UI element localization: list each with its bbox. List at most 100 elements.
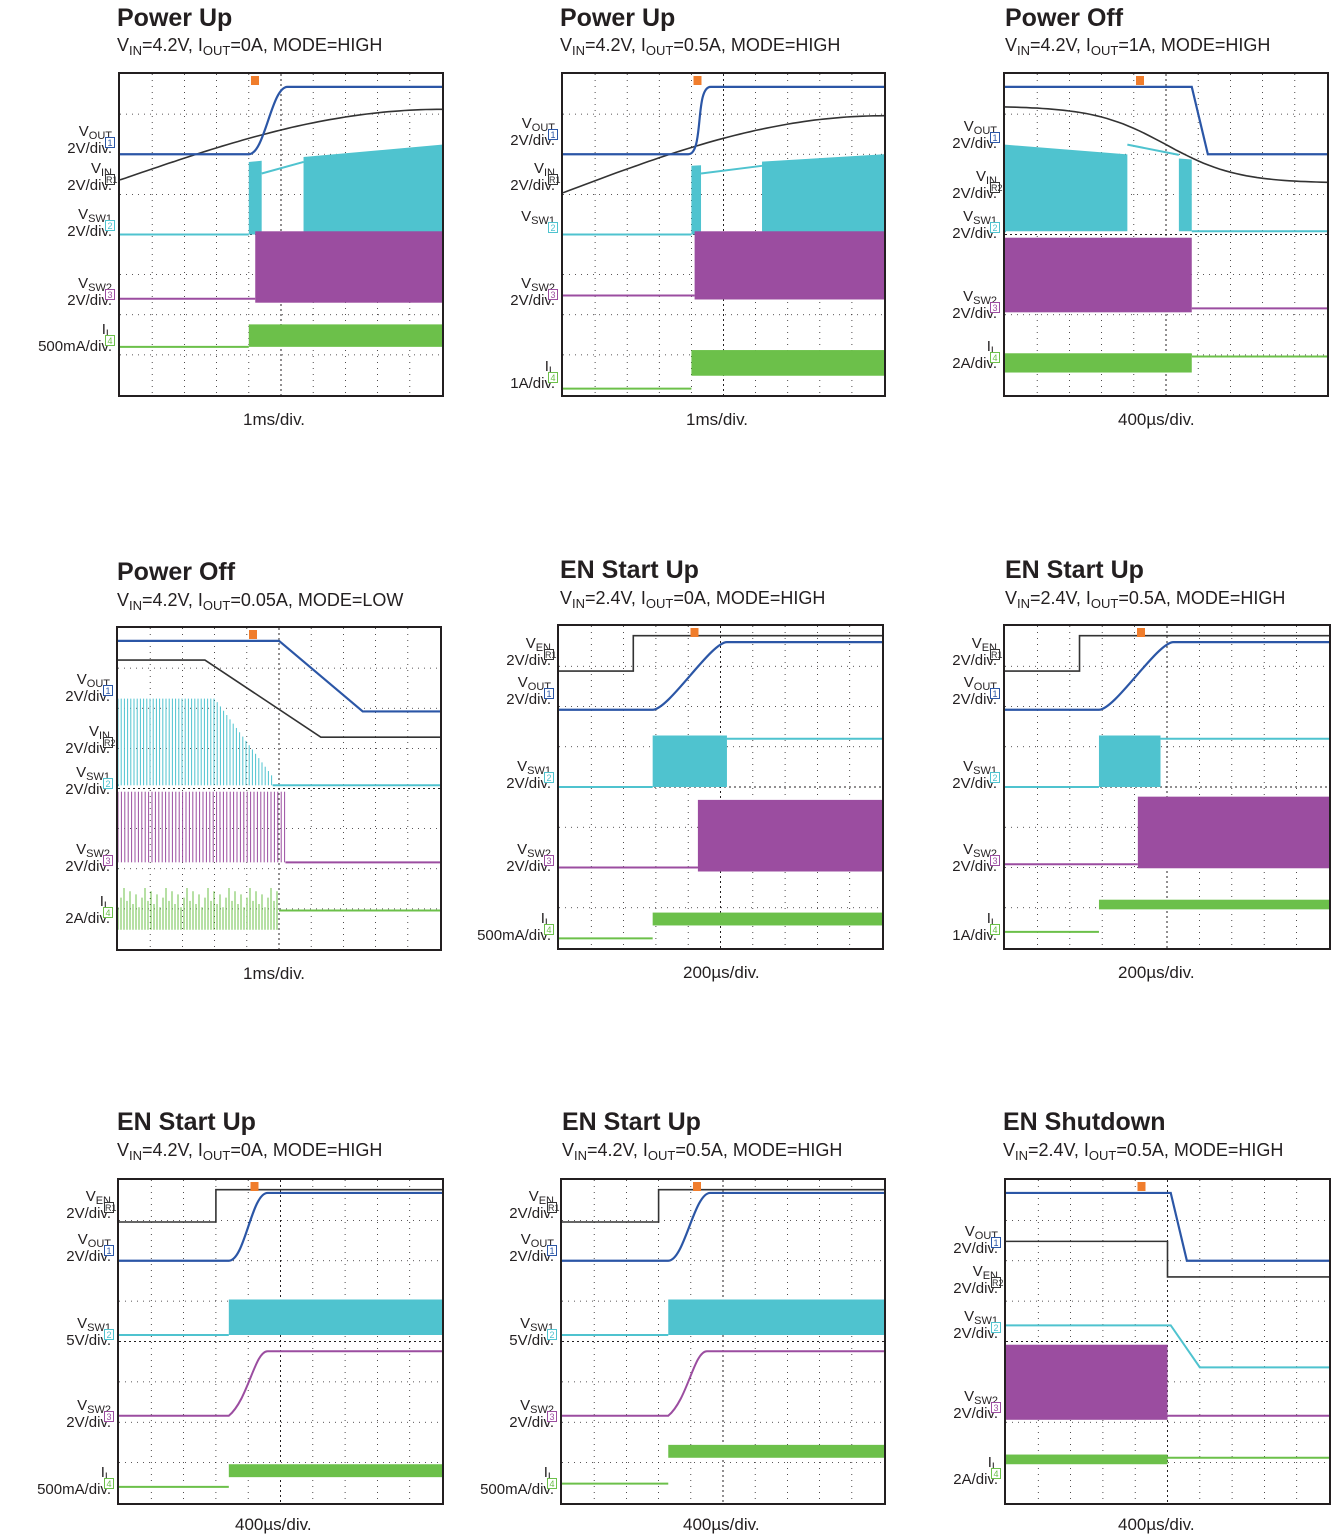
trigger-marker [249, 630, 257, 639]
cond-text: =4.2V, I [585, 35, 646, 55]
cond-text: V [117, 1140, 130, 1160]
panel-conditions: VIN=4.2V, IOUT=1A, MODE=HIGH [1005, 35, 1271, 57]
trace-name: VSW1 [441, 758, 551, 777]
trace-black [562, 1188, 884, 1223]
trace-label: VEN 2V/div. [444, 1188, 554, 1222]
trace-subscript: SW2 [87, 1404, 111, 1416]
oscilloscope-screen [1003, 72, 1329, 397]
trace-name: VSW2 [2, 275, 112, 294]
channel-marker: R1 [990, 649, 1003, 660]
panel-conditions: VIN=4.2V, IOUT=0.05A, MODE=LOW [117, 590, 403, 612]
trace-symbol: V [78, 206, 89, 223]
trace-vsw1 [691, 165, 702, 235]
trace-scale: 2A/div. [65, 910, 110, 927]
trace-name: VSW2 [1, 1397, 111, 1416]
panel-title: EN Start Up [562, 1108, 701, 1136]
trace-name: VSW2 [0, 841, 110, 860]
trace-il [652, 912, 882, 926]
trace-symbol: V [963, 208, 974, 225]
trace-scale: 2V/div. [952, 652, 997, 669]
trace-subscript: L [544, 917, 551, 929]
panel-title: EN Start Up [560, 556, 699, 584]
trace-symbol: V [521, 208, 532, 225]
trace-scale: 2V/div. [66, 1205, 111, 1222]
scope-plot [559, 626, 882, 948]
trace-vout [118, 639, 440, 713]
trace-label: VEN 2V/div. [1, 1188, 111, 1222]
trace-symbol: V [76, 841, 87, 858]
channel-marker: 2 [105, 220, 115, 231]
trace-vsw2 [562, 1350, 884, 1417]
oscilloscope-screen [118, 72, 444, 397]
channel-marker: 3 [547, 1411, 557, 1422]
trace-symbol: V [964, 1308, 975, 1325]
channel-marker: 4 [990, 924, 1000, 935]
panel-conditions: VIN=4.2V, IOUT=0A, MODE=HIGH [117, 35, 382, 58]
trace-subscript: SW1 [974, 1315, 998, 1327]
trace-label: VOUT 2V/div. [887, 118, 997, 152]
trace-vsw1 [762, 154, 884, 235]
trace-subscript: IN [99, 730, 110, 742]
channel-marker: R2 [103, 737, 116, 748]
trace-vsw1 [1098, 735, 1161, 787]
subscript: IN [572, 596, 586, 611]
trace-label: IL 500mA/div. [2, 321, 112, 355]
trace-symbol: V [78, 123, 89, 140]
trace-label: VSW2 2V/div. [445, 275, 555, 309]
channel-marker: 1 [103, 685, 113, 696]
trace-symbol: V [964, 1388, 975, 1405]
trace-label: IL 1A/div. [445, 358, 555, 392]
panel-conditions: VIN=4.2V, IOUT=0A, MODE=HIGH [117, 1140, 383, 1162]
panel-title: EN Start Up [117, 1108, 256, 1136]
panel-conditions: VIN=4.2V, IOUT=0.5A, MODE=HIGH [562, 1140, 842, 1163]
trace-name: VOUT [444, 1231, 554, 1250]
trace-symbol: V [964, 1223, 975, 1240]
subscript: IN [1015, 1148, 1029, 1163]
trace-scale: 2V/div. [953, 1405, 998, 1422]
trace-subscript: SW1 [973, 215, 997, 227]
trace-subscript: SW1 [527, 765, 551, 777]
trace-scale: 2V/div. [66, 1248, 111, 1265]
trace-il [228, 1464, 442, 1478]
trace-symbol: I [100, 1464, 105, 1481]
panel-conditions: VIN=2.4V, IOUT=0.5A, MODE=HIGH [1003, 1140, 1284, 1163]
trace-vsw2 [694, 231, 884, 300]
cond-text: =0A, MODE=HIGH [230, 1140, 383, 1160]
cond-text: =0.5A, MODE=HIGH [1116, 1140, 1284, 1160]
oscilloscope-screen [1004, 1178, 1331, 1505]
trace-name: VEN [888, 1263, 998, 1282]
cond-text: V [117, 35, 130, 55]
trace-name: IL [1, 1464, 111, 1483]
trace-scale: 500mA/div. [37, 1481, 111, 1498]
channel-marker: 1 [104, 1245, 114, 1256]
trace-symbol: V [77, 1231, 88, 1248]
channel-marker: 3 [105, 289, 115, 300]
subscript: OUT [647, 1148, 676, 1163]
trace-black [1005, 106, 1327, 184]
trace-symbol: V [520, 1315, 531, 1332]
trace-il [668, 1444, 884, 1458]
trace-name: VSW1 [1, 1315, 111, 1334]
trace-subscript: L [105, 328, 112, 340]
trace-name: VSW2 [445, 275, 555, 294]
trace-subscript: L [990, 917, 997, 929]
trace-scale: 2V/div. [67, 292, 112, 309]
trace-name: VOUT [887, 674, 997, 693]
trace-name: VSW1 [887, 758, 997, 777]
trace-vout [120, 85, 442, 156]
channel-marker: 4 [105, 335, 115, 346]
trace-name: IL [444, 1464, 554, 1483]
trace-vout [1006, 1191, 1329, 1262]
trace-label: VIN 2V/div. [2, 160, 112, 194]
channel-marker: 2 [990, 222, 1000, 233]
trace-scale: 2V/div. [953, 1240, 998, 1257]
subscript: IN [129, 43, 143, 58]
trace-name: VEN [441, 635, 551, 654]
trace-name: VOUT [445, 115, 555, 134]
trace-label: VOUT 2V/div. [887, 674, 997, 708]
trace-black [118, 659, 440, 738]
cond-text: V [560, 35, 573, 55]
cond-text: =1A, MODE=HIGH [1118, 35, 1271, 55]
trace-label: VSW2 2V/div. [441, 841, 551, 875]
trace-subscript: EN [538, 1195, 554, 1207]
